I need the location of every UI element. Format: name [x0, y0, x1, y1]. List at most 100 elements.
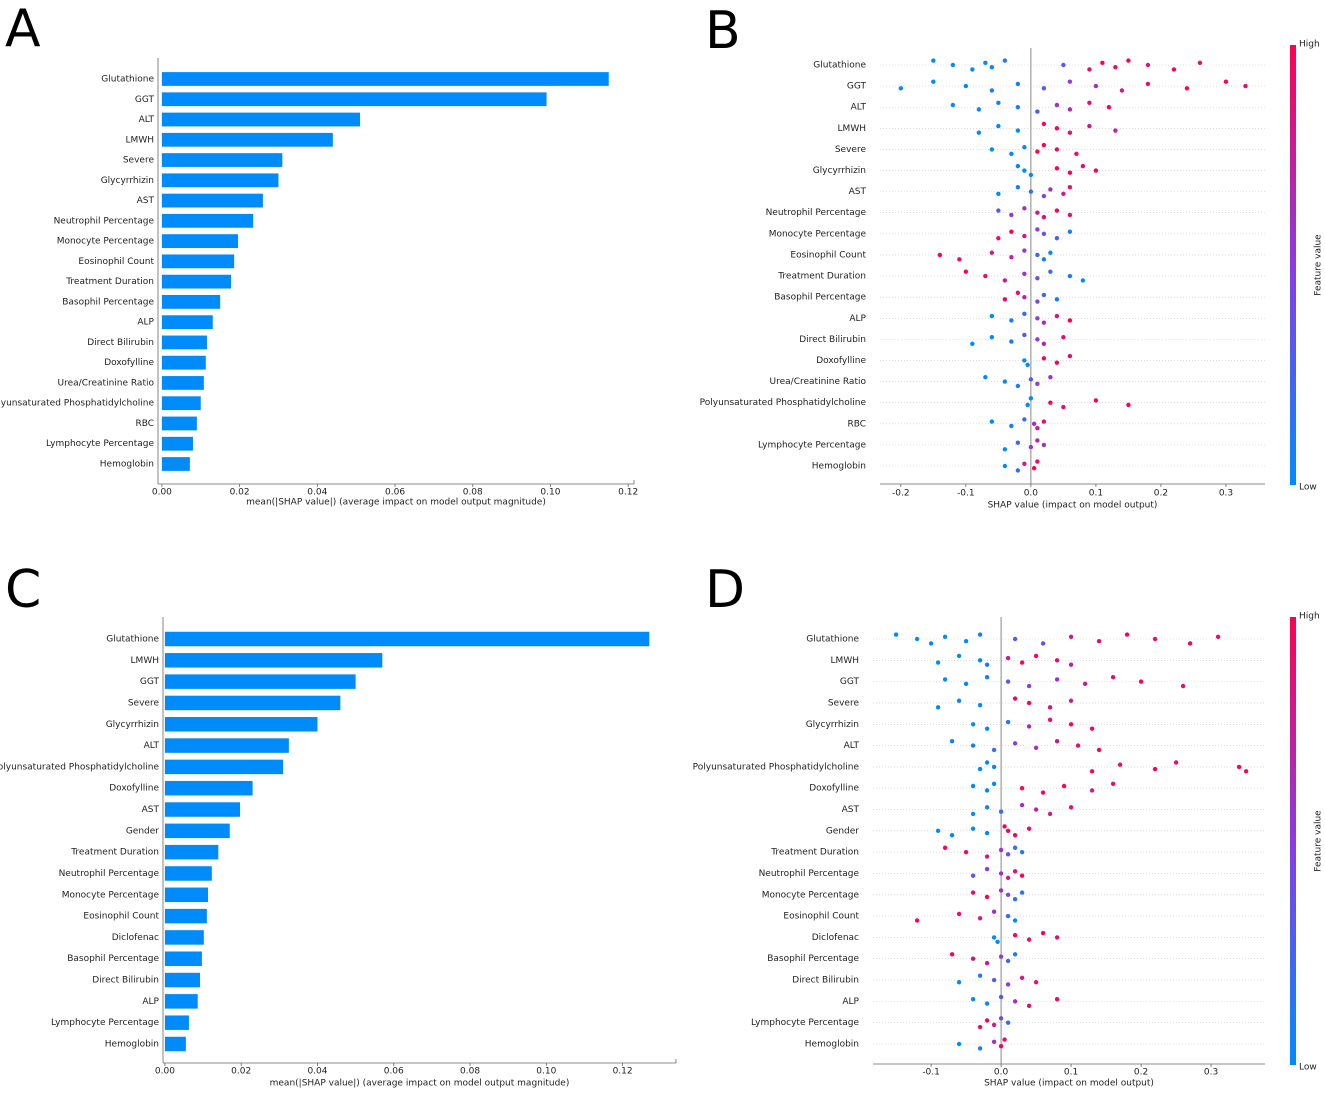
x-tick-label: 0.0	[1024, 489, 1039, 499]
shap-dot	[1002, 379, 1008, 384]
category-label: Lymphocyte Percentage	[46, 439, 154, 449]
shap-dot	[1015, 105, 1021, 110]
shap-dot	[1031, 466, 1037, 471]
shap-dot	[998, 871, 1004, 876]
category-label: Eosinophil Count	[78, 257, 154, 267]
shap-dot	[1215, 634, 1221, 639]
category-label: ALT	[139, 115, 155, 125]
shap-dot	[1113, 128, 1118, 133]
shap-dot	[1054, 166, 1060, 171]
shap-dot	[1054, 738, 1060, 744]
bar	[161, 234, 239, 248]
category-label: Glutathione	[101, 75, 154, 85]
category-label: Polyunsaturated Phosphatidylcholine	[693, 762, 860, 772]
x-tick-label: 0.3	[1204, 1068, 1218, 1078]
x-tick-label: 0.2	[1154, 489, 1168, 499]
shap-dot	[977, 1046, 983, 1051]
shap-dot	[1012, 696, 1018, 701]
shap-dot	[1197, 60, 1203, 65]
category-label: Basophil Percentage	[767, 954, 859, 964]
shap-dot	[1054, 360, 1060, 365]
shap-dot	[984, 1018, 990, 1023]
shap-dot	[1048, 374, 1053, 380]
shap-dot	[1089, 769, 1095, 774]
shap-dot	[1019, 786, 1025, 791]
x-axis-label: mean(|SHAP value|) (average impact on mo…	[270, 1079, 570, 1089]
shap-dot	[949, 833, 955, 838]
shap-dot	[970, 743, 976, 748]
category-label: Eosinophil Count	[790, 250, 866, 260]
shap-dot	[935, 660, 941, 665]
shap-dot	[1022, 332, 1027, 338]
shap-dot	[1022, 168, 1027, 173]
category-label: Hemoglobin	[105, 1040, 159, 1050]
shap-dot	[991, 781, 997, 787]
x-axis-label: SHAP value (impact on model output)	[988, 501, 1158, 511]
category-label: Doxofylline	[816, 356, 866, 366]
x-tick-label: 0.10	[536, 1067, 556, 1077]
shap-dot	[1067, 212, 1073, 218]
category-label: Neutrophil Percentage	[766, 208, 867, 218]
shap-dot	[1054, 313, 1060, 319]
shap-dot	[1067, 318, 1073, 323]
shap-dot	[1026, 1003, 1032, 1008]
x-tick-label: 0.08	[460, 1067, 480, 1077]
shap-dot	[1041, 193, 1047, 199]
shap-dot	[1054, 297, 1060, 302]
shap-dot	[991, 747, 997, 753]
shap-dot	[942, 677, 948, 682]
shap-dot	[989, 147, 995, 152]
shap-dot	[942, 845, 948, 850]
shap-dot	[1005, 679, 1011, 684]
x-tick-label: 0.04	[307, 1067, 327, 1077]
shap-dot	[1005, 958, 1011, 964]
shap-dot	[1243, 769, 1249, 774]
shap-dot	[1019, 802, 1025, 808]
x-axis-label: mean(|SHAP value|) (average impact on mo…	[246, 498, 546, 508]
category-label: Basophil Percentage	[67, 954, 159, 964]
shap-dot	[1025, 362, 1030, 368]
category-label: Treatment Duration	[770, 848, 859, 858]
shap-dot	[1035, 276, 1040, 281]
category-label: Lymphocyte Percentage	[51, 1018, 159, 1028]
shap-dot	[970, 826, 976, 831]
shap-dot	[1026, 683, 1032, 689]
shap-dot	[1075, 743, 1081, 748]
shap-dot	[1035, 149, 1040, 154]
x-tick-label: 0.08	[463, 488, 483, 498]
shap-dot	[970, 996, 976, 1002]
shap-dot	[970, 67, 975, 72]
shap-dot	[1035, 438, 1040, 443]
shap-dot	[1061, 191, 1066, 197]
shap-dot	[984, 894, 990, 900]
shap-dot	[1048, 400, 1053, 405]
x-tick-label: 0.00	[152, 488, 172, 498]
x-tick-label: -0.1	[922, 1068, 940, 1078]
category-label: Treatment Duration	[65, 277, 154, 287]
shap-dot	[977, 702, 983, 708]
category-label: Monocyte Percentage	[769, 229, 867, 239]
category-label: Doxofylline	[109, 784, 159, 794]
shap-dot	[1047, 717, 1053, 723]
shap-dot	[1047, 811, 1053, 817]
shap-dot	[1022, 311, 1027, 317]
shap-dot	[1117, 762, 1123, 767]
shap-dot	[989, 313, 995, 319]
shap-dot	[983, 374, 988, 380]
x-tick-label: 0.0	[994, 1068, 1009, 1078]
shap-dot	[1180, 683, 1186, 689]
shap-dot	[1009, 339, 1014, 344]
bar	[161, 274, 232, 289]
category-label: Direct Bilirubin	[87, 338, 154, 348]
shap-dot	[1028, 189, 1034, 194]
category-label: Basophil Percentage	[62, 297, 154, 307]
shap-dot	[989, 88, 995, 93]
shap-dot	[1124, 632, 1130, 637]
shap-dot	[950, 62, 956, 68]
category-label: AST	[137, 196, 155, 206]
category-label: Monocyte Percentage	[57, 237, 155, 247]
shap-dot	[1087, 123, 1092, 129]
shap-dot	[991, 909, 997, 914]
category-label: ALP	[137, 318, 154, 328]
shap-dot	[998, 1016, 1004, 1021]
